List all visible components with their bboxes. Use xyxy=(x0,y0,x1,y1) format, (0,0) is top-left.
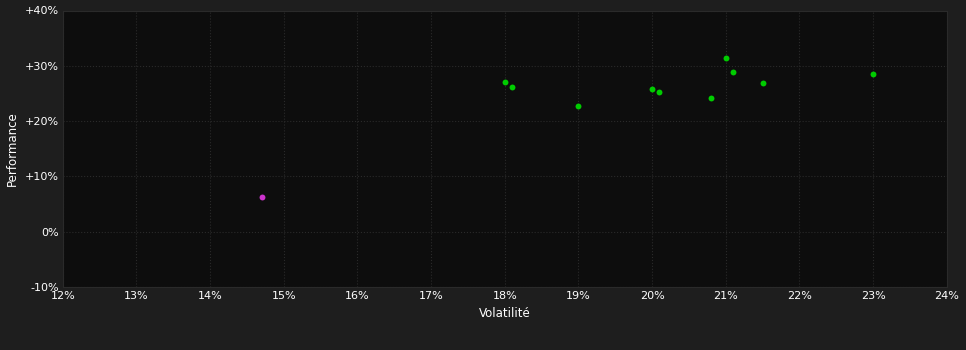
Point xyxy=(497,79,513,85)
Point xyxy=(754,81,770,86)
Point xyxy=(866,71,881,77)
Point xyxy=(571,103,586,109)
Point xyxy=(254,194,270,199)
Point xyxy=(644,86,660,92)
Point xyxy=(718,55,733,60)
X-axis label: Volatilité: Volatilité xyxy=(479,307,530,320)
Point xyxy=(725,70,741,75)
Point xyxy=(652,90,668,95)
Point xyxy=(504,84,520,90)
Y-axis label: Performance: Performance xyxy=(6,111,19,186)
Point xyxy=(703,95,719,101)
